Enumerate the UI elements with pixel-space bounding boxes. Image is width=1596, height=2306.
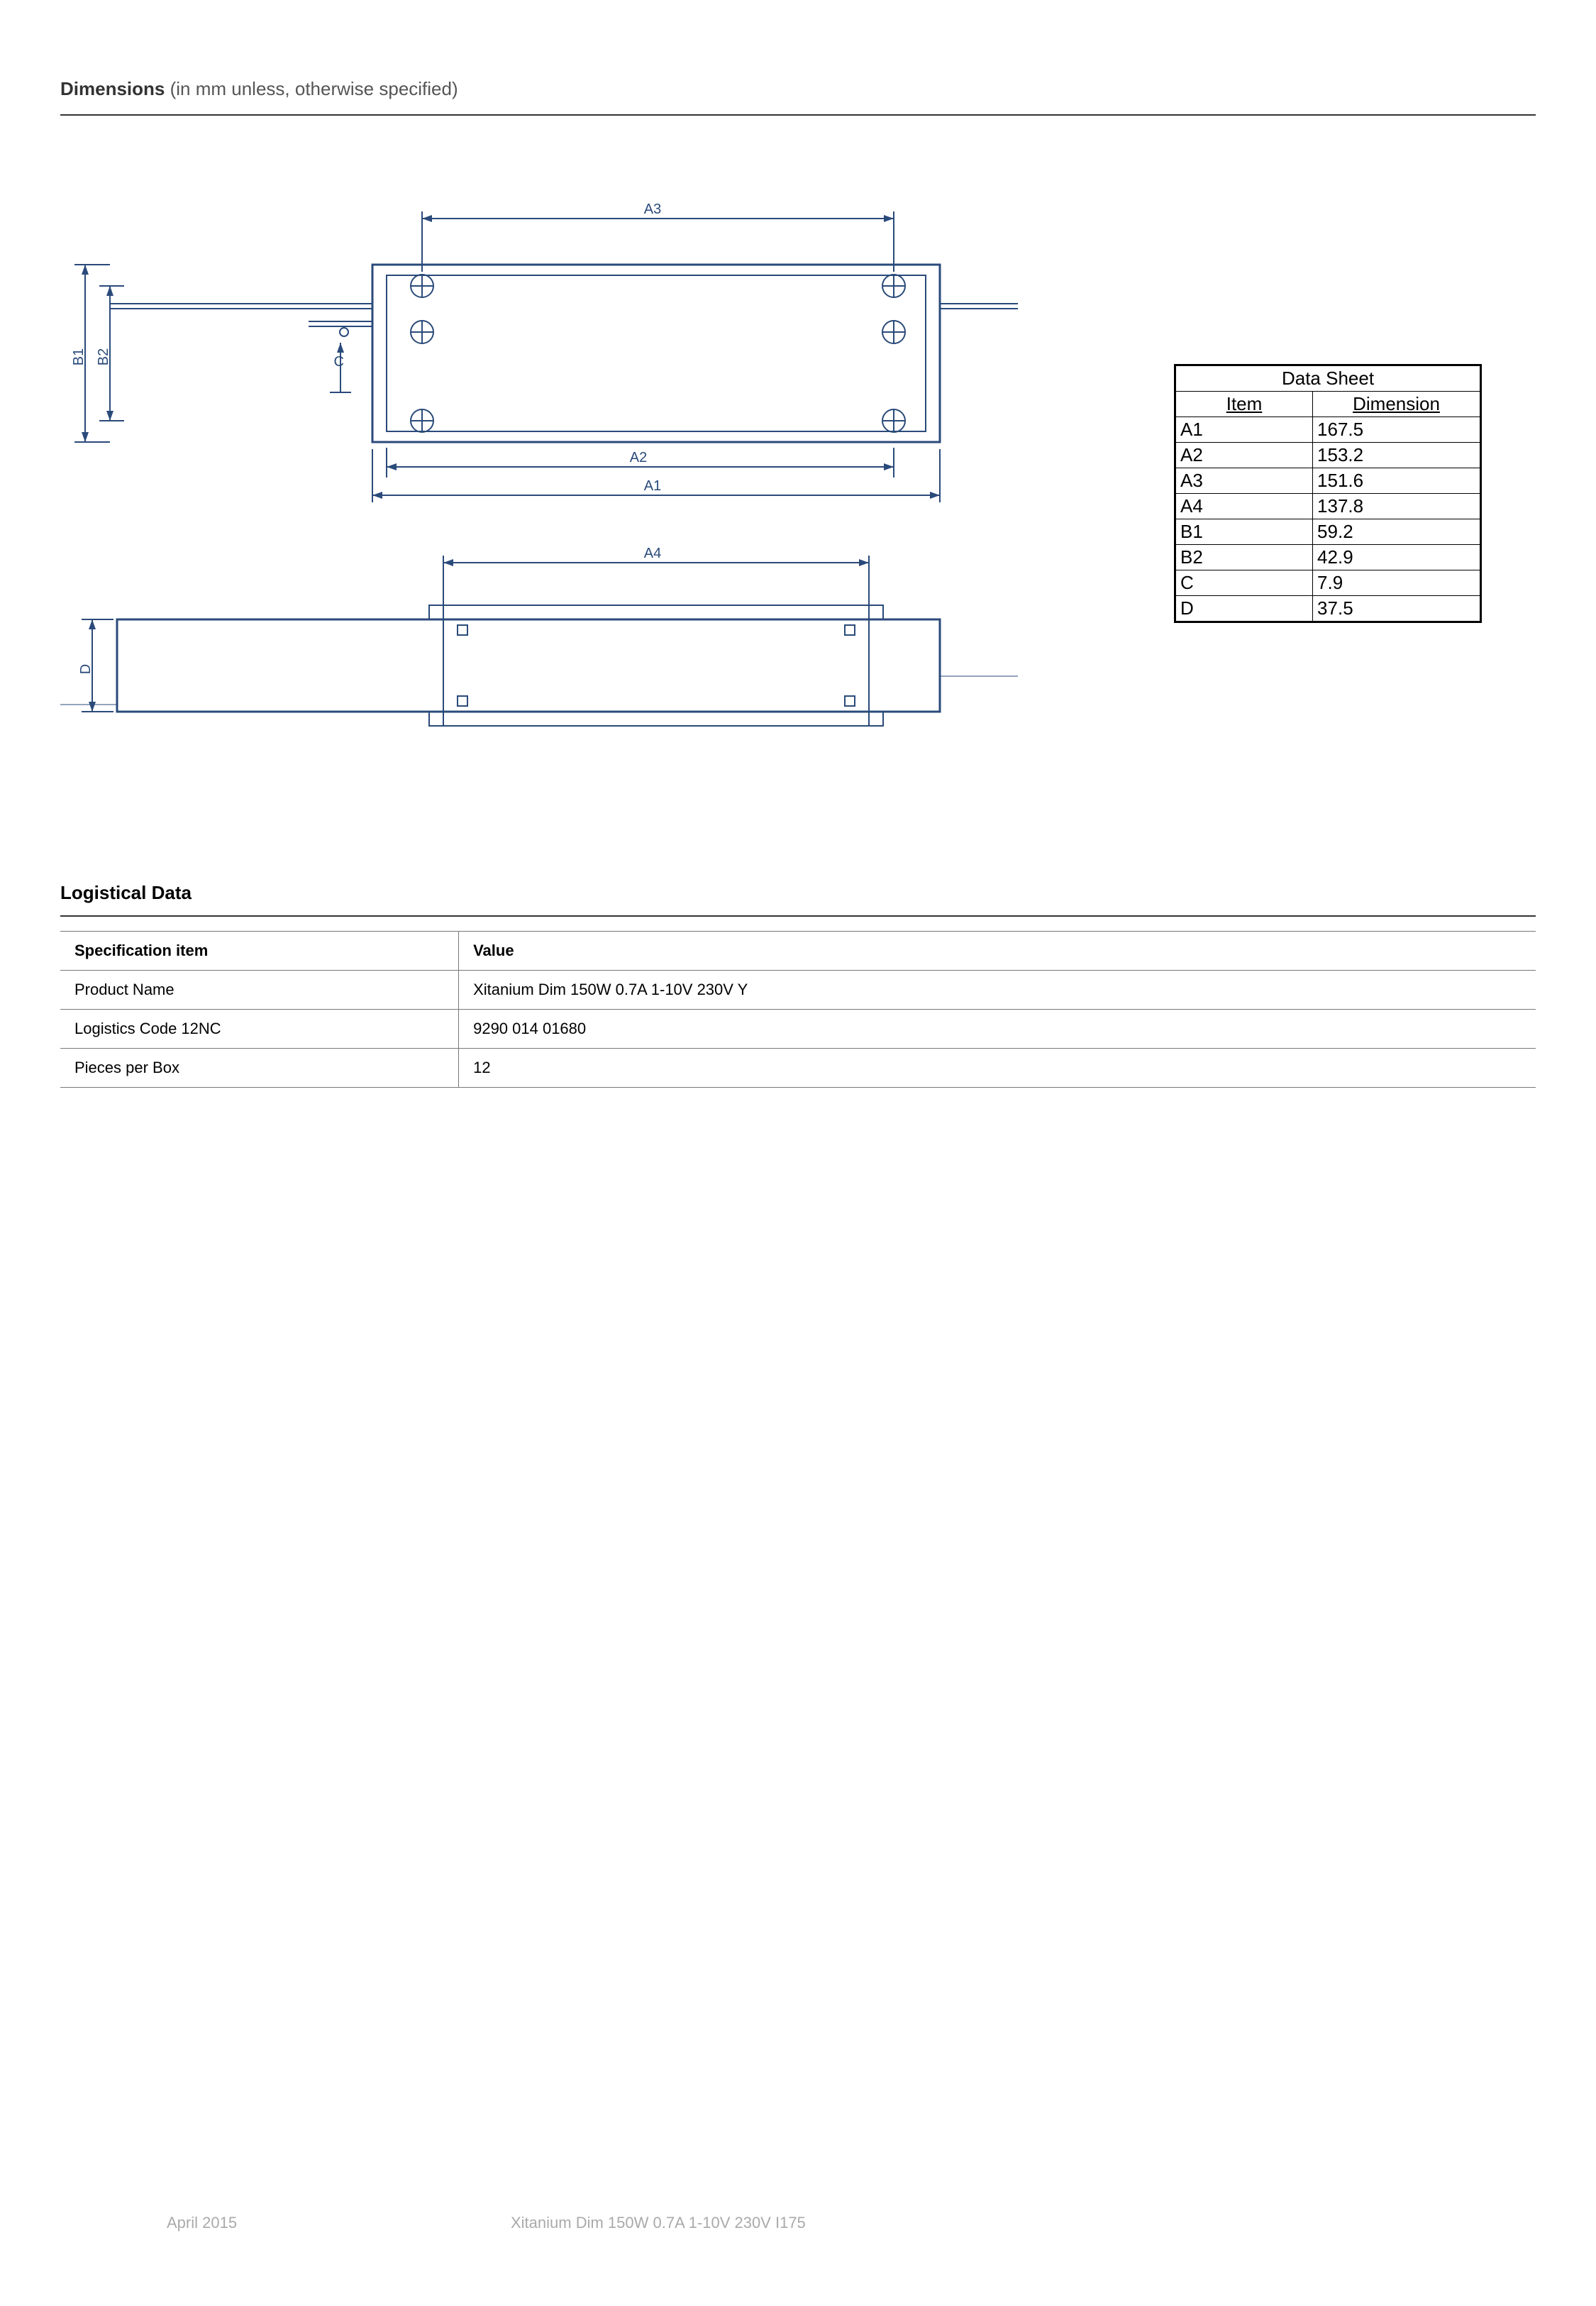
log-head-val: Value [459, 932, 1536, 971]
ds-item: A4 [1176, 494, 1313, 519]
logistical-title: Logistical Data [60, 882, 1536, 917]
label-a3: A3 [644, 202, 661, 217]
ds-dim: 7.9 [1313, 570, 1480, 596]
ds-dim: 42.9 [1313, 545, 1480, 570]
data-sheet: Data Sheet Item Dimension A1167.5 A2153.… [1174, 364, 1482, 623]
ds-dim: 151.6 [1313, 468, 1480, 494]
ds-dim: 153.2 [1313, 443, 1480, 468]
ds-dim: 37.5 [1313, 596, 1480, 622]
ds-dim: 137.8 [1313, 494, 1480, 519]
data-sheet-title: Data Sheet [1176, 366, 1480, 392]
log-val: 9290 014 01680 [459, 1010, 1536, 1049]
data-sheet-table: Data Sheet Item Dimension A1167.5 A2153.… [1175, 365, 1480, 622]
footer-product: Xitanium Dim 150W 0.7A 1-10V 230V I175 [511, 2214, 806, 2232]
ds-item: B2 [1176, 545, 1313, 570]
diagram-column: A3 A2 A1 A4 B1 B2 C D [60, 180, 1018, 804]
logistical-table: Specification item Value Product Name Xi… [60, 931, 1536, 1088]
log-spec: Product Name [60, 971, 459, 1010]
label-b2: B2 [96, 348, 111, 365]
log-spec: Pieces per Box [60, 1049, 459, 1088]
dimensions-heading-bold: Dimensions [60, 78, 165, 99]
dimensions-diagram: A3 A2 A1 A4 B1 B2 C D [60, 180, 1018, 804]
label-d: D [78, 664, 94, 674]
label-b1: B1 [71, 348, 87, 365]
label-a4: A4 [644, 546, 661, 561]
label-a2: A2 [630, 450, 647, 465]
log-val: 12 [459, 1049, 1536, 1088]
data-sheet-col-item: Item [1176, 392, 1313, 417]
ds-item: D [1176, 596, 1313, 622]
page: Dimensions (in mm unless, otherwise spec… [0, 0, 1596, 2306]
ds-dim: 59.2 [1313, 519, 1480, 545]
ds-item: A3 [1176, 468, 1313, 494]
dimensions-heading: Dimensions (in mm unless, otherwise spec… [60, 78, 1536, 116]
ds-item: C [1176, 570, 1313, 596]
ds-item: B1 [1176, 519, 1313, 545]
footer-date: April 2015 [167, 2214, 237, 2232]
log-val: Xitanium Dim 150W 0.7A 1-10V 230V Y [459, 971, 1536, 1010]
log-head-spec: Specification item [60, 932, 459, 971]
label-c: C [334, 354, 344, 370]
logistical-section: Logistical Data Specification item Value… [60, 882, 1536, 1088]
ds-dim: 167.5 [1313, 417, 1480, 443]
ds-item: A2 [1176, 443, 1313, 468]
dimensions-heading-light: (in mm unless, otherwise specified) [165, 78, 458, 99]
label-a1: A1 [644, 478, 661, 494]
diagram-area: A3 A2 A1 A4 B1 B2 C D Data Sheet Item Di… [60, 180, 1536, 804]
ds-item: A1 [1176, 417, 1313, 443]
log-spec: Logistics Code 12NC [60, 1010, 459, 1049]
data-sheet-col-dim: Dimension [1313, 392, 1480, 417]
